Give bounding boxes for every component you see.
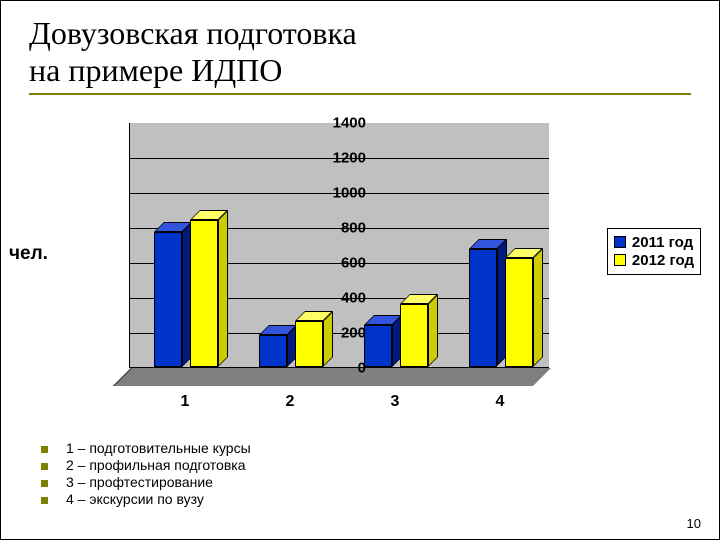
y-tick-label: 600: [306, 254, 366, 271]
footnote-row: 3 – профтестирование: [41, 474, 251, 490]
bar: [190, 220, 218, 367]
x-tick-label: 4: [496, 393, 505, 411]
bullet-icon: [41, 480, 48, 487]
footnote-text: 3 – профтестирование: [66, 474, 213, 490]
page-title: Довузовская подготовкана примере ИДПО: [1, 1, 719, 91]
x-tick-label: 3: [391, 393, 400, 411]
bar: [400, 304, 428, 367]
x-tick-label: 1: [181, 393, 190, 411]
legend-swatch: [614, 254, 626, 266]
bar: [154, 232, 182, 367]
footnote-text: 4 – экскурсии по вузу: [66, 491, 204, 507]
footnote-text: 2 – профильная подготовка: [66, 457, 246, 473]
legend-swatch: [614, 236, 626, 248]
y-tick-label: 400: [306, 289, 366, 306]
y-tick-label: 1400: [306, 114, 366, 131]
y-tick-label: 1000: [306, 184, 366, 201]
footnote-text: 1 – подготовительные курсы: [66, 440, 251, 456]
footnote-row: 2 – профильная подготовка: [41, 457, 251, 473]
bullet-icon: [41, 446, 48, 453]
x-tick-label: 2: [286, 393, 295, 411]
legend-label: 2012 год: [632, 252, 694, 269]
bar: [364, 325, 392, 367]
bar: [469, 249, 497, 366]
y-tick-label: 0: [306, 359, 366, 376]
legend-label: 2011 год: [632, 234, 693, 251]
y-tick-label: 200: [306, 324, 366, 341]
bullet-icon: [41, 463, 48, 470]
footnote-row: 4 – экскурсии по вузу: [41, 491, 251, 507]
bar: [259, 335, 287, 367]
bullet-icon: [41, 497, 48, 504]
y-tick-label: 800: [306, 219, 366, 236]
title-underline: [29, 93, 691, 95]
chart-container: чел. 2011 год2012 год 020040060080010001…: [29, 113, 691, 413]
legend-item: 2012 год: [614, 252, 694, 269]
y-tick-label: 1200: [306, 149, 366, 166]
page-number: 10: [687, 516, 701, 531]
legend-item: 2011 год: [614, 234, 694, 251]
footnotes: 1 – подготовительные курсы2 – профильная…: [41, 439, 251, 508]
footnote-row: 1 – подготовительные курсы: [41, 440, 251, 456]
y-axis-label: чел.: [9, 243, 48, 265]
legend: 2011 год2012 год: [607, 228, 701, 275]
bar: [505, 258, 533, 367]
